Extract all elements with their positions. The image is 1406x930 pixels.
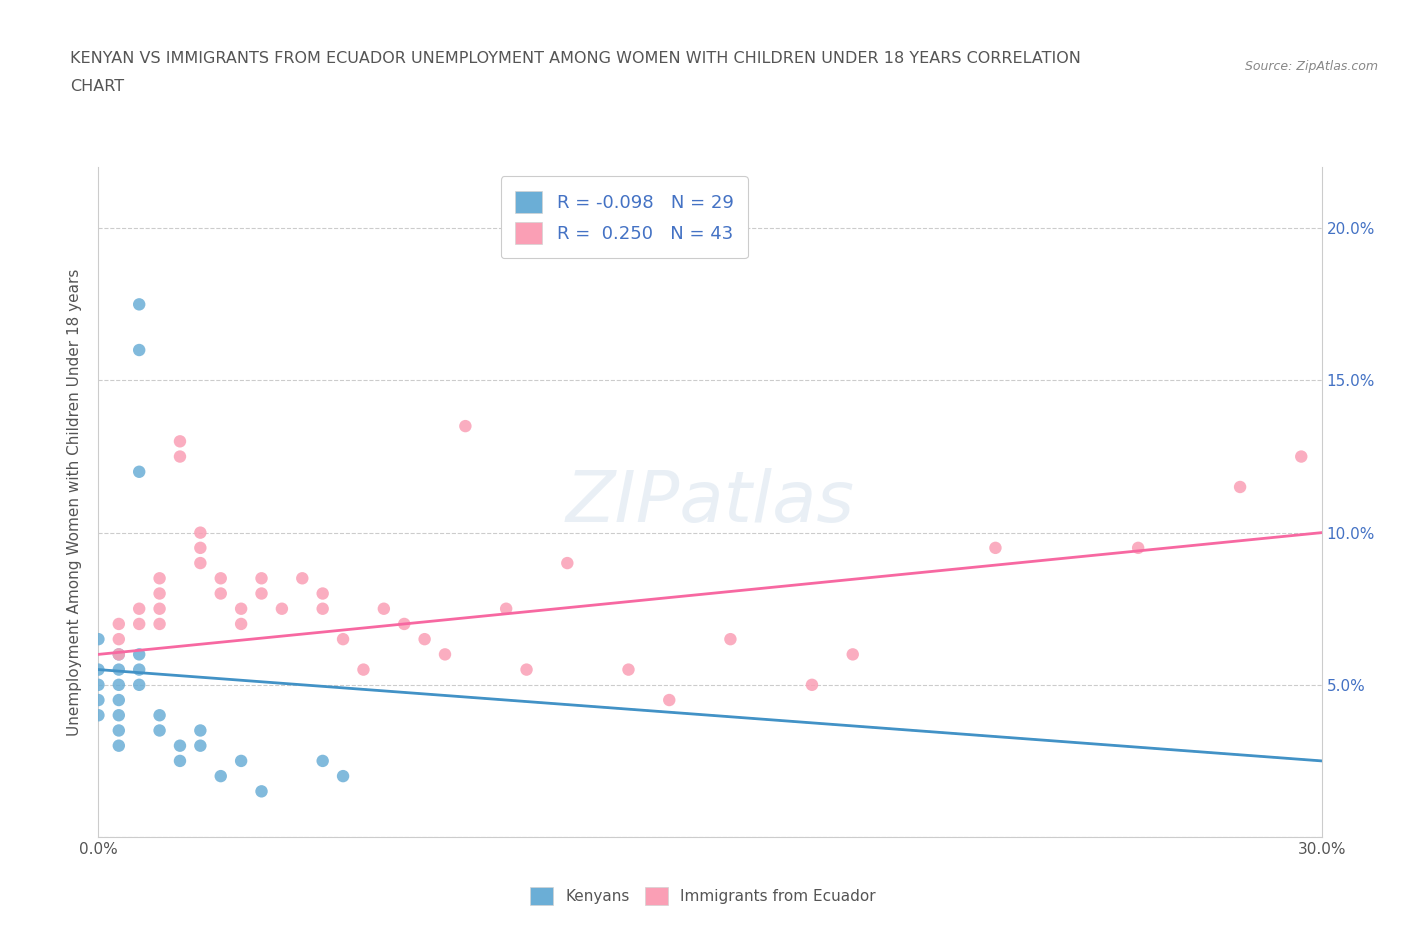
Legend: R = -0.098   N = 29, R =  0.250   N = 43: R = -0.098 N = 29, R = 0.250 N = 43 (501, 177, 748, 259)
Point (250, 571, 273, 586)
Y-axis label: Unemployment Among Women with Children Under 18 years: Unemployment Among Women with Children U… (67, 269, 83, 736)
Text: CHART: CHART (70, 79, 124, 94)
Point (188, 555, 212, 570)
Point (108, 647, 131, 662)
Point (312, 753, 335, 768)
Point (108, 662, 131, 677)
Point (250, 586, 273, 601)
Point (169, 753, 191, 768)
Point (332, 769, 354, 784)
Point (434, 647, 457, 662)
Point (413, 631, 436, 646)
Point (149, 708, 172, 723)
Point (128, 677, 150, 692)
Point (169, 434, 191, 449)
Point (231, 753, 253, 768)
Point (1128, 540, 1150, 555)
Point (149, 586, 172, 601)
Point (169, 449, 191, 464)
Point (231, 617, 253, 631)
Point (108, 708, 131, 723)
Legend: Kenyans, Immigrants from Ecuador: Kenyans, Immigrants from Ecuador (523, 879, 883, 913)
Point (1291, 449, 1313, 464)
Point (352, 662, 374, 677)
Point (128, 297, 150, 312)
Point (209, 571, 232, 586)
Point (1229, 480, 1251, 495)
Point (128, 602, 150, 617)
Point (557, 555, 579, 570)
Point (128, 662, 150, 677)
Point (841, 647, 863, 662)
Point (108, 647, 131, 662)
Point (231, 602, 253, 617)
Point (108, 617, 131, 631)
Point (108, 677, 131, 692)
Point (617, 662, 640, 677)
Point (495, 602, 517, 617)
Point (188, 738, 212, 753)
Point (108, 693, 131, 708)
Point (169, 738, 191, 753)
Point (658, 693, 681, 708)
Point (149, 602, 172, 617)
Point (720, 631, 742, 646)
Point (149, 617, 172, 631)
Point (312, 602, 335, 617)
Text: KENYAN VS IMMIGRANTS FROM ECUADOR UNEMPLOYMENT AMONG WOMEN WITH CHILDREN UNDER 1: KENYAN VS IMMIGRANTS FROM ECUADOR UNEMPL… (70, 51, 1081, 66)
Point (87, 662, 110, 677)
Point (984, 540, 1007, 555)
Point (128, 342, 150, 357)
Point (128, 464, 150, 479)
Point (516, 662, 538, 677)
Point (87, 693, 110, 708)
Point (209, 586, 232, 601)
Point (128, 617, 150, 631)
Point (87, 631, 110, 646)
Point (188, 540, 212, 555)
Point (392, 617, 416, 631)
Point (87, 677, 110, 692)
Point (373, 602, 395, 617)
Point (149, 571, 172, 586)
Text: Source: ZipAtlas.com: Source: ZipAtlas.com (1244, 60, 1378, 73)
Point (128, 647, 150, 662)
Point (108, 631, 131, 646)
Point (270, 602, 294, 617)
Point (108, 738, 131, 753)
Point (454, 418, 477, 433)
Point (188, 723, 212, 737)
Point (291, 571, 314, 586)
Point (108, 723, 131, 737)
Point (188, 525, 212, 540)
Point (87, 708, 110, 723)
Point (209, 769, 232, 784)
Point (312, 586, 335, 601)
Point (149, 723, 172, 737)
Point (332, 631, 354, 646)
Point (801, 677, 824, 692)
Point (250, 784, 273, 799)
Text: ZIPatlas: ZIPatlas (565, 468, 855, 537)
